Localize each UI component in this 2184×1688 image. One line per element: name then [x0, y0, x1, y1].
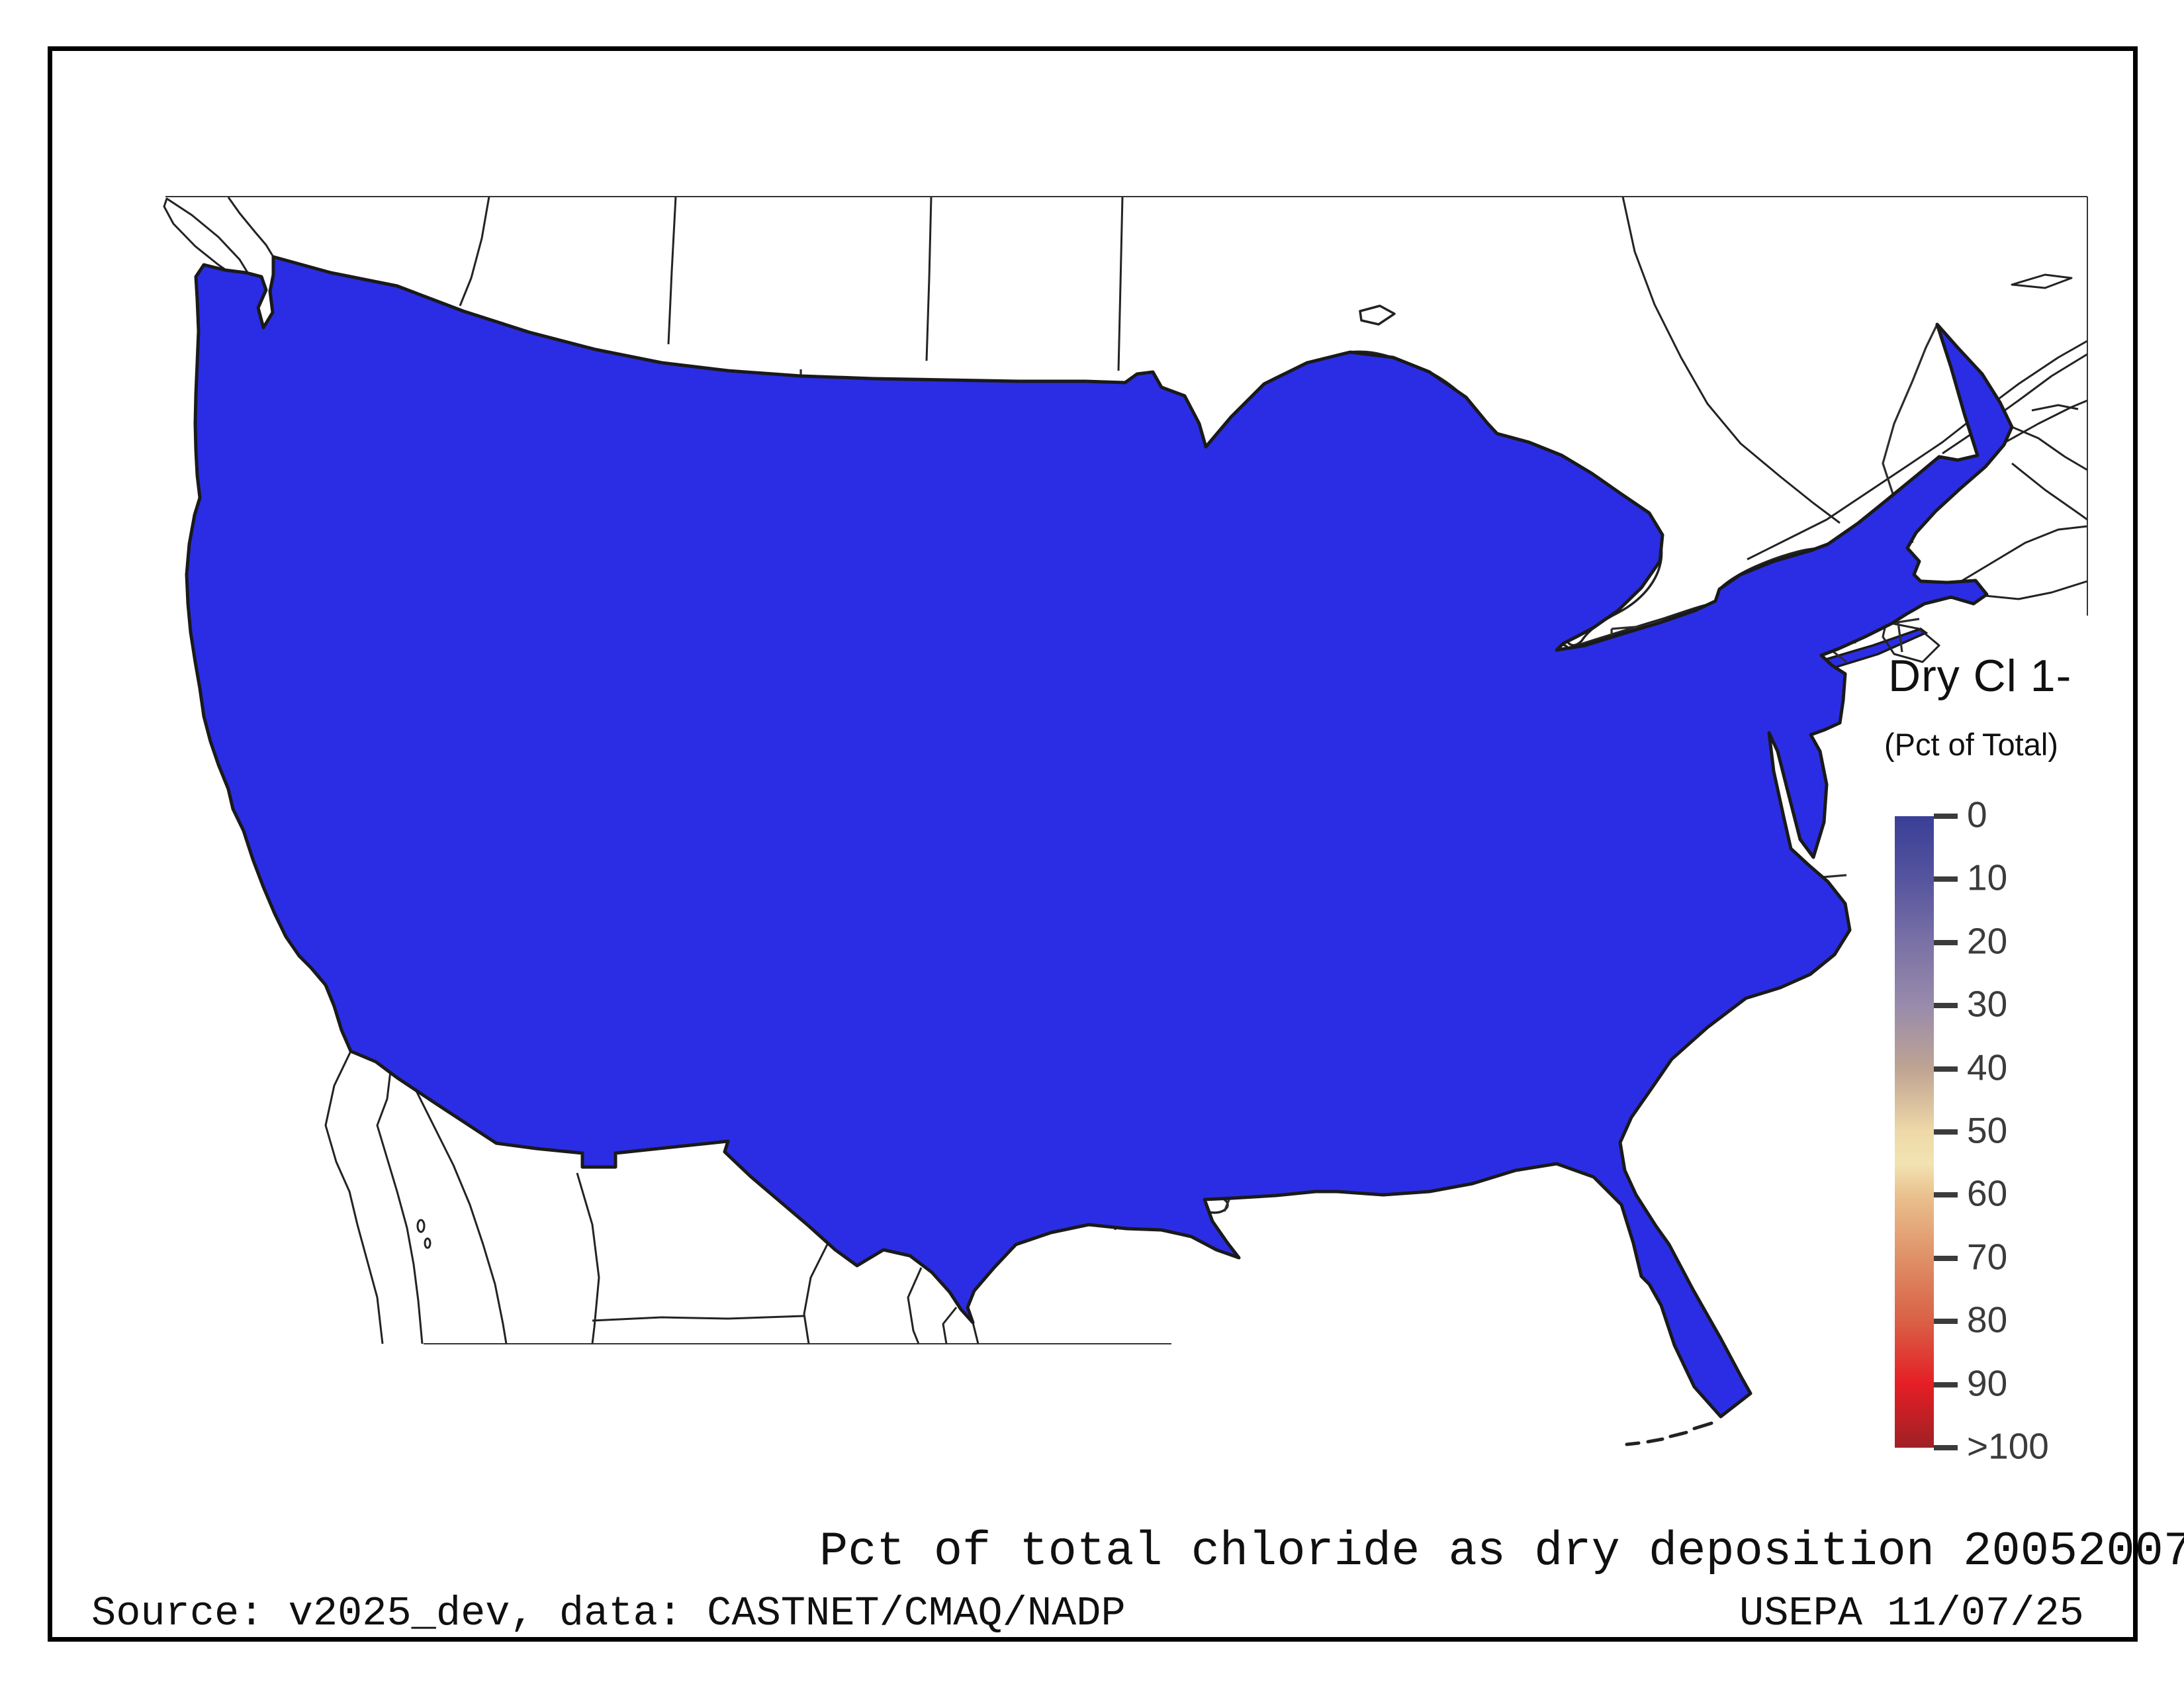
sonora-chihuahua-border [576, 1172, 600, 1344]
colorbar-tick-label: 70 [1967, 1236, 2008, 1278]
colorbar-tick-label: >100 [1967, 1425, 2049, 1467]
st-lawrence-north-bank [1747, 340, 2088, 561]
legend-subtitle: (Pct of Total) [1884, 727, 2058, 762]
map-caption: Pct of total chloride as dry deposition … [819, 1524, 2184, 1579]
colorbar-ticks: 0 10 20 30 40 50 60 70 80 90 >100 [1934, 794, 2132, 1466]
nova-scotia-tip [1882, 621, 1940, 663]
bc-alberta-border [459, 196, 490, 306]
pei [2031, 404, 2079, 412]
gulf-island [424, 1237, 432, 1249]
colorbar [1895, 816, 1934, 1448]
colorbar-tick-label: 80 [1967, 1299, 2008, 1340]
model-domain-boundary [165, 196, 2088, 1344]
colorbar-tick-label: 10 [1967, 857, 2008, 898]
colorbar-tick-label: 20 [1967, 920, 2008, 962]
colorbar-tick-label: 60 [1967, 1172, 2008, 1214]
source-note: Source: v2025_dev, data: CASTNET/CMAQ/NA… [91, 1590, 1126, 1637]
bc-coast [227, 197, 275, 258]
colorbar-tick-label: 50 [1967, 1109, 2008, 1151]
manitoba-ontario-border [1117, 196, 1124, 371]
nl-tamaulipas-border [942, 1307, 958, 1344]
bay-of-fundy [2011, 462, 2088, 521]
chihuahua-coahuila-border [803, 1244, 829, 1344]
sask-manitoba-border [925, 196, 933, 361]
colorbar-tick-label: 90 [1967, 1362, 2008, 1404]
baja-east-coast [376, 1070, 424, 1344]
florida-keys [1625, 1421, 1713, 1446]
sonora-coast [412, 1085, 508, 1344]
new-brunswick-coast [2011, 426, 2088, 471]
colorbar-tick-label: 40 [1967, 1047, 2008, 1088]
lake-nipigon [1359, 305, 1396, 326]
tamaulipas-coast [972, 1322, 979, 1344]
gaspe-south-shore [2005, 399, 2088, 444]
plot-frame [48, 46, 2138, 1642]
agency-date-note: USEPA 11/07/25 [1739, 1590, 2084, 1637]
gulf-island [416, 1219, 426, 1233]
coahuila-nl-border [907, 1267, 923, 1344]
legend-title: Dry Cl 1- [1888, 651, 2072, 701]
anticosti-island [2011, 273, 2073, 289]
mexico-outlines [324, 1051, 979, 1344]
colorbar-tick-label: 0 [1967, 794, 1987, 835]
baja-west-coast [324, 1051, 384, 1344]
colorbar-tick-label: 30 [1967, 983, 2008, 1025]
durango-border [592, 1315, 805, 1322]
ontario-quebec-border [1621, 196, 1841, 524]
nova-scotia-north [1958, 525, 2088, 584]
st-lawrence-river [1942, 353, 2088, 455]
alberta-sask-border [667, 196, 677, 345]
